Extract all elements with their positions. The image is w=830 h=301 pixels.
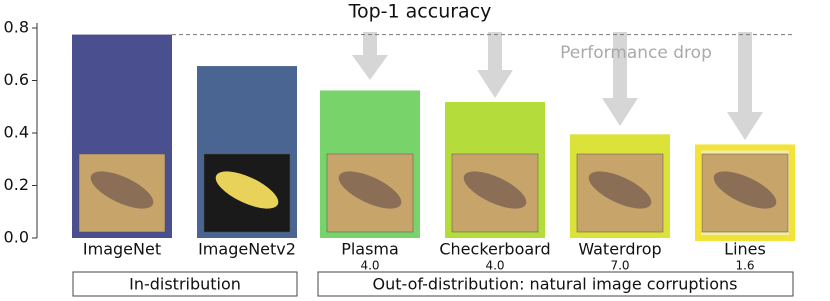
y-tick-label: 0.6 — [4, 70, 29, 89]
group-label: Out-of-distribution: natural image corru… — [373, 275, 738, 294]
group-box — [72, 271, 298, 297]
chart-title: Top-1 accuracy — [348, 1, 492, 23]
x-tick-label: Checkerboard — [439, 240, 550, 259]
y-tick-label: 0.2 — [4, 175, 29, 194]
sample-image-snake — [588, 171, 652, 209]
x-tick-label: Plasma — [341, 240, 399, 259]
sample-image-snake — [215, 171, 279, 209]
x-tick-label: Waterdrop — [578, 240, 661, 259]
sample-image-snake — [713, 171, 777, 209]
sample-image-snake — [338, 171, 402, 209]
y-tick-label: 0.0 — [4, 228, 29, 247]
x-sublabel: 1.6 — [735, 259, 754, 273]
x-sublabel: 7.0 — [610, 259, 629, 273]
y-tick-label: 0.4 — [4, 123, 29, 142]
x-tick-label: Lines — [724, 240, 766, 259]
drop-arrows — [352, 32, 763, 140]
x-sublabel: 4.0 — [360, 259, 379, 273]
x-tick-label: ImageNetv2 — [198, 240, 296, 259]
x-tick-label: ImageNet — [83, 240, 161, 259]
annotation: Performance drop — [560, 43, 712, 63]
sample-image-snake — [90, 171, 154, 209]
x-sublabel: 4.0 — [485, 259, 504, 273]
group-box — [317, 271, 794, 297]
sample-image-snake — [463, 171, 527, 209]
y-tick-label: 0.8 — [4, 18, 29, 37]
group-label: In-distribution — [129, 275, 241, 294]
